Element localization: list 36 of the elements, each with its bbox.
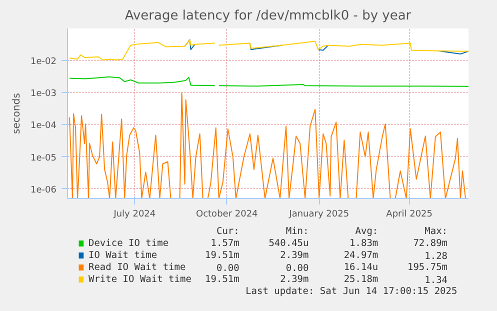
text: 1.34: [424, 275, 448, 286]
text: 0.00: [216, 263, 240, 274]
text: 16.14u: [344, 262, 378, 273]
text: 0.00: [286, 263, 310, 274]
text: Last update: Sat Jun 14 17:00:15 2025: [246, 286, 458, 297]
text: 195.75m: [407, 262, 448, 273]
y-tick-label: 1e-04: [30, 121, 57, 132]
text: 2.39m: [280, 250, 310, 261]
text: Cur:: [216, 226, 240, 237]
text: 24.97m: [344, 250, 378, 261]
legend-label: Read IO Wait time: [88, 262, 186, 273]
text: Avg:: [355, 226, 378, 237]
chart-title: Average latency for /dev/mmcblk0 - by year: [124, 8, 412, 24]
text: 25.18m: [344, 274, 378, 285]
text: 1.57m: [210, 238, 240, 249]
x-tick-label: July 2024: [112, 210, 156, 220]
text: 540.45u: [268, 238, 309, 249]
y-tick-label: 1e-06: [30, 185, 57, 196]
x-tick-label: April 2025: [386, 210, 433, 220]
text: 2.39m: [280, 274, 310, 285]
text: 72.89m: [413, 238, 448, 249]
text: Max:: [424, 226, 448, 237]
text: 1.83m: [350, 238, 378, 249]
legend-label: Write IO Wait time: [88, 274, 192, 285]
y-axis-title: seconds: [12, 93, 23, 134]
text: 19.51m: [205, 250, 240, 261]
x-tick-label: January 2025: [288, 210, 350, 220]
text: 1.28: [424, 251, 448, 262]
legend-label: IO Wait time: [88, 250, 158, 261]
y-tick-label: 1e-05: [30, 153, 57, 164]
y-tick-label: 1e-03: [30, 89, 57, 100]
y-tick-label: 1e-02: [30, 57, 57, 68]
text: 19.51m: [205, 274, 240, 285]
legend-label: Device IO time: [88, 238, 169, 249]
text: Min:: [286, 226, 309, 237]
x-tick-label: October 2024: [196, 210, 258, 220]
